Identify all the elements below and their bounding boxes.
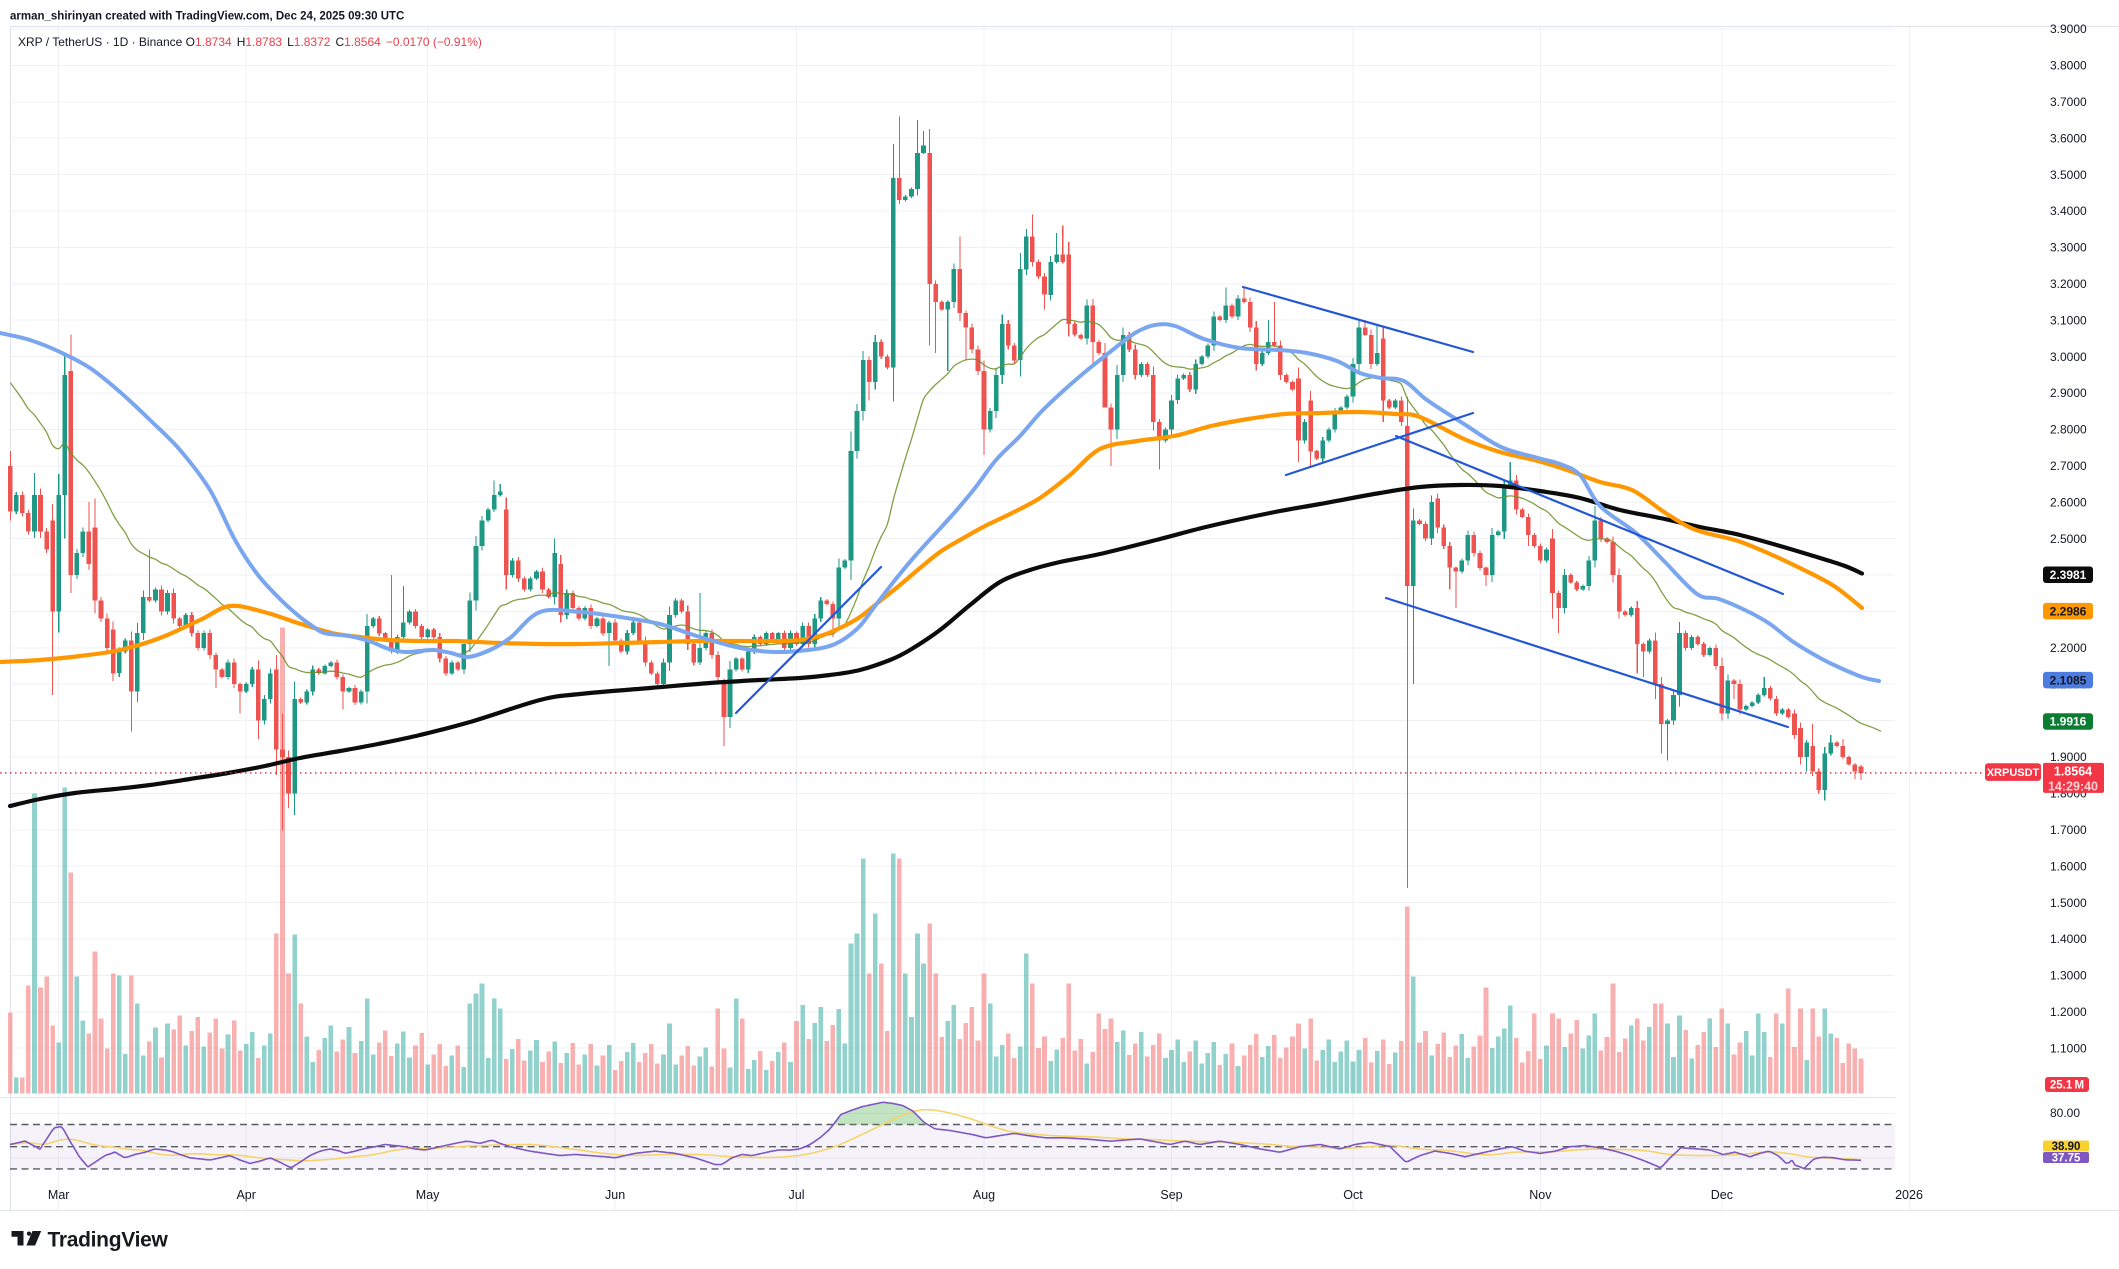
svg-text:TradingView: TradingView (48, 1229, 169, 1252)
svg-text:3.8000: 3.8000 (2050, 59, 2087, 73)
svg-text:3.1000: 3.1000 (2050, 313, 2087, 327)
svg-text:1.1000: 1.1000 (2050, 1041, 2087, 1055)
svg-text:1.4000: 1.4000 (2050, 932, 2087, 946)
svg-text:1.5000: 1.5000 (2050, 896, 2087, 910)
svg-text:2.5000: 2.5000 (2050, 532, 2087, 546)
svg-text:Jul: Jul (789, 1188, 805, 1202)
svg-text:14:29:40: 14:29:40 (2048, 779, 2098, 793)
svg-text:2026: 2026 (1895, 1188, 1923, 1202)
svg-text:3.5000: 3.5000 (2050, 168, 2087, 182)
svg-text:25.1 M: 25.1 M (2050, 1080, 2084, 1092)
svg-text:Sep: Sep (1160, 1188, 1182, 1202)
svg-text:2.2986: 2.2986 (2050, 604, 2087, 618)
svg-text:2.9000: 2.9000 (2050, 386, 2087, 400)
svg-text:1.8564: 1.8564 (2054, 765, 2092, 779)
svg-text:2.3981: 2.3981 (2050, 568, 2087, 582)
svg-text:Dec: Dec (1711, 1188, 1733, 1202)
svg-text:2.2000: 2.2000 (2050, 641, 2087, 655)
svg-text:2.7000: 2.7000 (2050, 459, 2087, 473)
svg-text:2.8000: 2.8000 (2050, 423, 2087, 437)
svg-text:Nov: Nov (1529, 1188, 1552, 1202)
svg-text:80.00: 80.00 (2050, 1106, 2080, 1120)
svg-text:Apr: Apr (236, 1188, 255, 1202)
svg-text:3.3000: 3.3000 (2050, 241, 2087, 255)
svg-text:38.90: 38.90 (2052, 1141, 2081, 1153)
svg-text:3.4000: 3.4000 (2050, 204, 2087, 218)
svg-text:XRPUSDT: XRPUSDT (1987, 767, 2040, 779)
svg-text:arman_shirinyan created with T: arman_shirinyan created with TradingView… (10, 11, 404, 23)
svg-text:3.7000: 3.7000 (2050, 95, 2087, 109)
svg-text:Mar: Mar (48, 1188, 70, 1202)
svg-text:2.6000: 2.6000 (2050, 495, 2087, 509)
svg-text:2.1085: 2.1085 (2050, 673, 2087, 687)
svg-text:Aug: Aug (973, 1188, 995, 1202)
svg-text:XRP / TetherUS · 1D · Binance: XRP / TetherUS · 1D · Binance O1.8734 H1.… (18, 35, 482, 49)
svg-text:May: May (416, 1188, 440, 1202)
svg-text:1.9000: 1.9000 (2050, 750, 2087, 764)
svg-text:1.6000: 1.6000 (2050, 859, 2087, 873)
svg-text:1.7000: 1.7000 (2050, 823, 2087, 837)
svg-text:3.6000: 3.6000 (2050, 131, 2087, 145)
svg-text:3.2000: 3.2000 (2050, 277, 2087, 291)
svg-text:Jun: Jun (605, 1188, 625, 1202)
svg-text:1.2000: 1.2000 (2050, 1005, 2087, 1019)
svg-text:3.0000: 3.0000 (2050, 350, 2087, 364)
svg-text:1.9916: 1.9916 (2050, 715, 2087, 729)
svg-text:3.9000: 3.9000 (2050, 22, 2087, 36)
svg-text:1.3000: 1.3000 (2050, 969, 2087, 983)
svg-text:37.75: 37.75 (2052, 1153, 2081, 1165)
svg-text:Oct: Oct (1343, 1188, 1363, 1202)
